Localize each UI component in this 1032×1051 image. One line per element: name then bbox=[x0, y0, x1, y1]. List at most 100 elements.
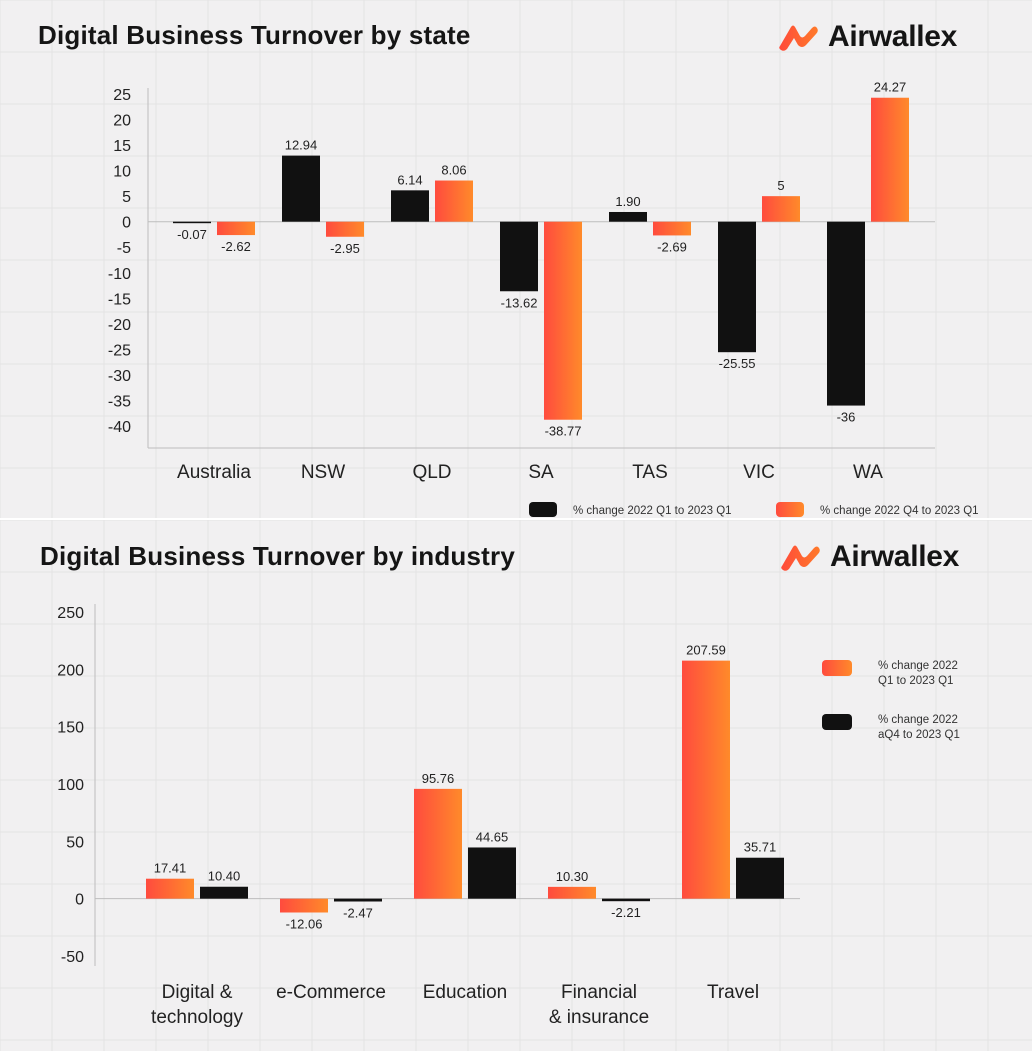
legend-swatch-dark bbox=[529, 502, 557, 517]
bar bbox=[500, 221, 538, 292]
bar bbox=[326, 221, 364, 237]
category-label: TAS bbox=[632, 462, 668, 483]
y-tick-label: 150 bbox=[57, 720, 84, 737]
bar bbox=[827, 221, 865, 406]
y-tick-label: -20 bbox=[108, 317, 131, 334]
data-label: 207.59 bbox=[686, 643, 726, 658]
data-label: 10.30 bbox=[556, 869, 589, 884]
category-label: QLD bbox=[412, 462, 451, 483]
bar bbox=[871, 97, 909, 222]
industry-bar-chart: 250 200 150 100 50 0 -50 17.41 10.40 Digital & tec… bbox=[0, 520, 1032, 1051]
bar bbox=[653, 221, 691, 236]
category-label: Travel bbox=[707, 982, 759, 1003]
data-label: 6.14 bbox=[397, 172, 422, 187]
chart-title-state: Digital Business Turnover by state bbox=[38, 20, 471, 50]
airwallex-logo-icon bbox=[781, 545, 820, 571]
legend-label: % change 2022 Q1 to 2023 Q1 bbox=[573, 505, 732, 517]
y-tick-label: 25 bbox=[113, 87, 131, 104]
bar bbox=[544, 221, 582, 420]
data-label: -2.62 bbox=[221, 239, 251, 254]
y-tick-label: 0 bbox=[122, 215, 131, 232]
grid bbox=[0, 520, 1032, 1051]
data-label: -2.47 bbox=[343, 905, 373, 920]
category-label: SA bbox=[528, 462, 554, 483]
y-tick-label: -40 bbox=[108, 419, 131, 436]
bar bbox=[609, 211, 647, 222]
data-label: -13.62 bbox=[501, 295, 538, 310]
y-tick-label: -10 bbox=[108, 266, 131, 283]
legend-swatch-orange bbox=[776, 502, 804, 517]
data-label: 24.27 bbox=[874, 80, 907, 95]
bar bbox=[146, 878, 194, 899]
data-label: -2.21 bbox=[611, 905, 641, 920]
data-label: 8.06 bbox=[441, 163, 466, 178]
y-tick-label: 50 bbox=[66, 834, 84, 851]
y-tick-label: 100 bbox=[57, 777, 84, 794]
category-label: WA bbox=[853, 462, 883, 483]
y-tick-label: 15 bbox=[113, 138, 131, 155]
category-label: e-Commerce bbox=[276, 982, 386, 1003]
legend-label: Q1 to 2023 Q1 bbox=[878, 675, 953, 687]
bar bbox=[391, 190, 429, 222]
data-label: 35.71 bbox=[744, 840, 777, 855]
bar bbox=[602, 898, 650, 902]
category-label: technology bbox=[151, 1007, 243, 1028]
category-label: NSW bbox=[301, 462, 345, 483]
data-label: 95.76 bbox=[422, 771, 455, 786]
data-label: 17.41 bbox=[154, 861, 187, 876]
bar bbox=[548, 886, 596, 899]
y-tick-label: -50 bbox=[61, 949, 84, 966]
brand-name: Airwallex bbox=[830, 540, 960, 573]
legend: % change 2022 Q1 to 2023 Q1 % change 2022 a… bbox=[822, 660, 960, 741]
y-tick-label: 10 bbox=[113, 164, 131, 181]
bar bbox=[762, 196, 800, 222]
data-label: -0.07 bbox=[177, 227, 207, 242]
legend-swatch-orange bbox=[822, 660, 852, 676]
state-bar-chart: 25 20 15 10 5 0 -5 -10 -15 -20 -25 -30 -35 -40 -0.07 -2… bbox=[0, 0, 1032, 518]
legend: % change 2022 Q1 to 2023 Q1 % change 2022… bbox=[529, 502, 979, 517]
data-label: 1.90 bbox=[615, 194, 640, 209]
y-tick-label: 250 bbox=[57, 605, 84, 622]
chart-title-industry: Digital Business Turnover by industry bbox=[40, 541, 516, 571]
y-tick-label: -25 bbox=[108, 342, 131, 359]
data-label: -25.55 bbox=[719, 356, 756, 371]
data-label: -2.95 bbox=[330, 241, 360, 256]
data-label: -2.69 bbox=[657, 239, 687, 254]
data-label: 44.65 bbox=[476, 829, 509, 844]
bar bbox=[334, 898, 382, 902]
y-tick-label: 20 bbox=[113, 113, 131, 130]
y-tick-label: 200 bbox=[57, 662, 84, 679]
bar bbox=[173, 221, 211, 224]
data-label: -36 bbox=[837, 410, 856, 425]
bar bbox=[217, 221, 255, 236]
data-label: 10.40 bbox=[208, 869, 241, 884]
category-label: & insurance bbox=[549, 1007, 649, 1028]
legend-label: % change 2022 bbox=[878, 714, 958, 726]
airwallex-logo-icon bbox=[779, 25, 818, 51]
y-tick-label: 0 bbox=[75, 892, 84, 909]
bar bbox=[282, 155, 320, 222]
bar bbox=[718, 221, 756, 353]
legend-label: % change 2022 Q4 to 2023 Q1 bbox=[820, 505, 979, 517]
category-label: Australia bbox=[177, 462, 251, 483]
airwallex-logo: Airwallex bbox=[780, 540, 959, 574]
brand-name: Airwallex bbox=[828, 20, 958, 53]
industry-chart-panel: 250 200 150 100 50 0 -50 17.41 10.40 Digital & tec… bbox=[0, 520, 1032, 1051]
y-tick-label: 5 bbox=[122, 189, 131, 206]
y-tick-label: -30 bbox=[108, 368, 131, 385]
y-tick-label: -5 bbox=[117, 240, 131, 257]
airwallex-logo: Airwallex bbox=[778, 20, 957, 54]
bar bbox=[736, 857, 784, 899]
y-tick-label: -35 bbox=[108, 393, 131, 410]
state-chart-panel: 25 20 15 10 5 0 -5 -10 -15 -20 -25 -30 -35 -40 -0.07 -2… bbox=[0, 0, 1032, 518]
category-label: Financial bbox=[561, 982, 637, 1003]
bar bbox=[414, 788, 462, 899]
bar bbox=[468, 847, 516, 899]
legend-swatch-dark bbox=[822, 714, 852, 730]
data-label: -38.77 bbox=[545, 424, 582, 439]
bar bbox=[682, 660, 730, 899]
category-label: VIC bbox=[743, 462, 775, 483]
category-label: Education bbox=[423, 982, 508, 1003]
legend-label: % change 2022 bbox=[878, 660, 958, 672]
category-label: Digital & bbox=[162, 982, 233, 1003]
